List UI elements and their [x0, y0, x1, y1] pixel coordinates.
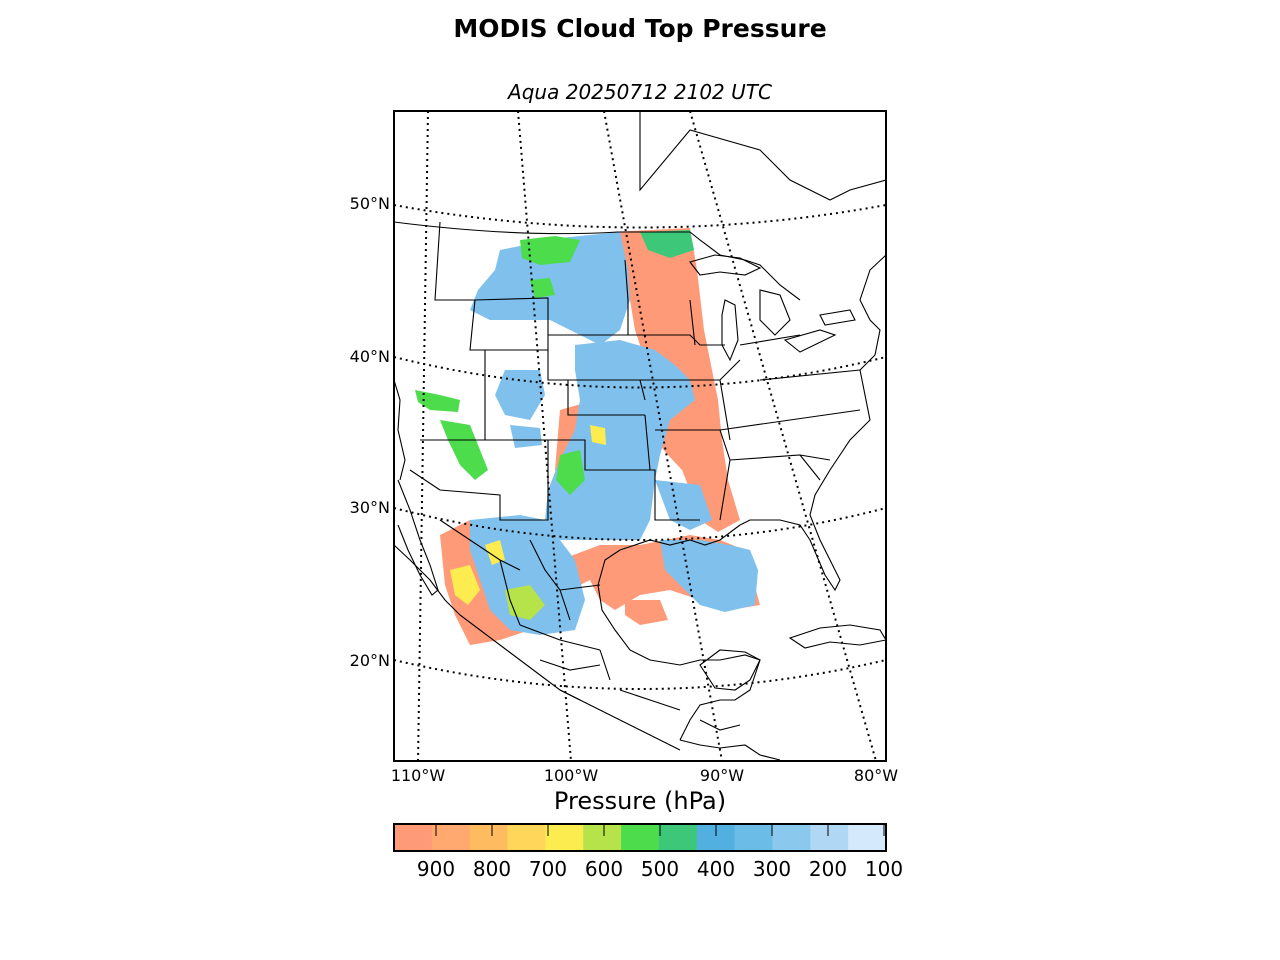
map-frame [393, 110, 887, 762]
lon-label-90w: 90°W [700, 766, 744, 785]
yucatan [699, 649, 761, 691]
cuba [788, 624, 886, 649]
parallel-50n [394, 204, 886, 229]
mexico-state-borders [439, 519, 681, 711]
colorbar-tick-label: 100 [865, 857, 903, 881]
lon-label-100w: 100°W [544, 766, 599, 785]
lat-label-20n: 20°N [350, 651, 390, 670]
colorbar: 900 800 700 600 500 400 300 200 100 [393, 823, 903, 881]
baja-california [397, 479, 439, 596]
colorbar-tick-label: 300 [753, 857, 791, 881]
colorbar-segment [772, 824, 811, 851]
colorbar-segment [545, 824, 584, 851]
colorbar-segment [507, 824, 546, 851]
meridian-100w [517, 111, 572, 761]
lake-michigan [721, 299, 739, 362]
lake-ontario [819, 309, 856, 326]
colorbar-tick-label: 600 [585, 857, 623, 881]
colorbar-segment [658, 824, 698, 851]
figure-subtitle: Aqua 20250712 2102 UTC [508, 80, 772, 104]
canada-coast [639, 111, 886, 201]
us-canada-border [394, 221, 801, 301]
mid-cloud-regions [415, 230, 694, 620]
colorbar-segment [810, 824, 849, 851]
lat-label-30n: 30°N [350, 498, 390, 517]
colorbar-tick-label: 800 [473, 857, 511, 881]
colorbar-label: Pressure (hPa) [553, 787, 727, 815]
lon-label-80w: 80°W [854, 766, 898, 785]
gulf-coastline [597, 524, 761, 741]
colorbar-segment [469, 824, 509, 851]
colorbar-segment [848, 824, 887, 851]
map-area [394, 111, 886, 761]
colorbar-tick-label: 900 [417, 857, 455, 881]
meridian-110w [417, 111, 429, 761]
lake-huron [759, 289, 791, 336]
colorbar-segment [431, 824, 471, 851]
colorbar-segment [394, 824, 433, 851]
colorbar-frame [393, 823, 887, 852]
colorbar-segment [621, 824, 660, 851]
parallel-20n [394, 659, 886, 690]
colorbar-segment [583, 824, 622, 851]
east-coastline [739, 254, 886, 592]
meridian-90w [603, 111, 723, 761]
colorbar-tick-label: 700 [529, 857, 567, 881]
lake-erie [783, 329, 837, 353]
lon-label-110w: 110°W [391, 766, 446, 785]
lat-label-50n: 50°N [350, 194, 390, 213]
mexico-west-coast [394, 544, 681, 751]
lake-superior [689, 254, 762, 276]
parallel-40n [394, 356, 886, 389]
cloud-pressure-overlay [415, 228, 760, 645]
lat-label-40n: 40°N [350, 347, 390, 366]
figure-title: MODIS Cloud Top Pressure [453, 14, 827, 43]
colorbar-segment [734, 824, 774, 851]
colorbar-tick-label: 200 [809, 857, 847, 881]
graticule [394, 111, 886, 761]
colorbar-tick-label: 500 [641, 857, 679, 881]
central-america [679, 719, 781, 761]
colorbar-tick-label: 400 [697, 857, 735, 881]
state-borders [409, 221, 861, 521]
pacific-coast [394, 379, 406, 481]
map-outlines [394, 111, 886, 761]
